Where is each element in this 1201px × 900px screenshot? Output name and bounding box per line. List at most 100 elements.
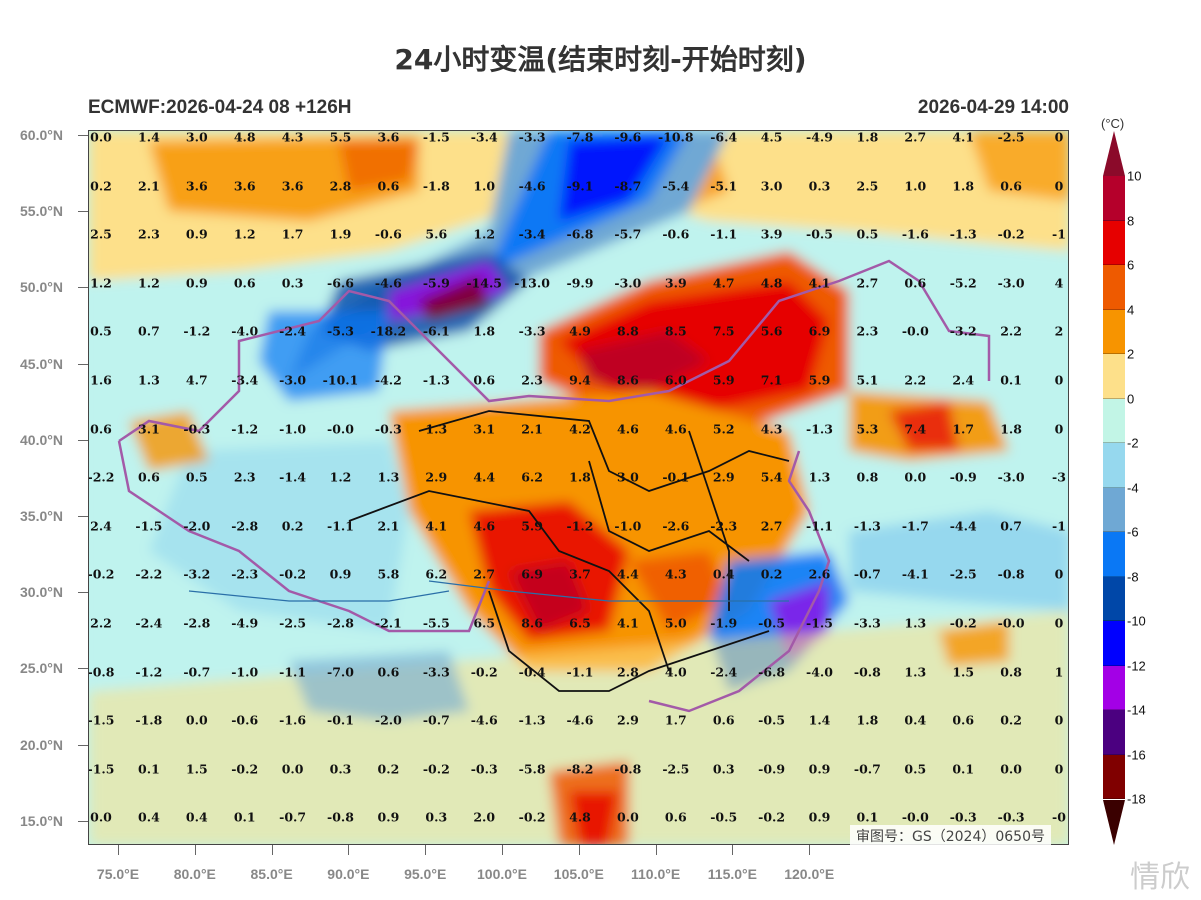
colorbar-label: -4 (1127, 480, 1139, 495)
grid-value: -1.5 (88, 761, 115, 777)
grid-value: -4.2 (374, 372, 402, 388)
latitude-tick-label: 50.0°N (20, 279, 63, 296)
grid-value: 0.0 (1000, 761, 1022, 777)
grid-value: -3.2 (183, 566, 211, 582)
longitude-tick-label: 110.0°E (630, 866, 681, 882)
grid-value: 0.4 (904, 712, 927, 728)
grid-value: 1.8 (473, 323, 496, 339)
grid-value: 1.8 (856, 130, 879, 145)
watermark: 情欣 (1130, 860, 1190, 895)
grid-value: 2.8 (617, 664, 639, 680)
grid-value: 0.0 (90, 809, 112, 825)
colorbar-segment (1103, 176, 1125, 221)
grid-value: 0 (1054, 178, 1064, 194)
longitude-tick-label: 80.0°E (173, 866, 216, 882)
colorbar-top-arrow (1103, 131, 1125, 176)
colorbar-label: 0 (1127, 391, 1135, 406)
colorbar-label: 2 (1127, 346, 1135, 362)
grid-value: -1.4 (279, 469, 307, 485)
colorbar-label: -8 (1127, 569, 1139, 584)
latitude-tick (78, 668, 88, 670)
grid-value: 4.4 (617, 566, 639, 582)
colorbar-label: -10 (1127, 613, 1146, 629)
grid-value: -0.6 (662, 226, 690, 242)
latitude-tick (78, 516, 88, 517)
colorbar-unit: (°C) (1101, 116, 1125, 131)
grid-value: -2.4 (135, 615, 163, 631)
grid-value: 2.1 (377, 518, 400, 534)
grid-value: -0.2 (231, 761, 259, 777)
longitude-tick (732, 845, 734, 855)
latitude-tick-label: 25.0°N (20, 660, 63, 677)
grid-value: 7.4 (904, 421, 927, 437)
grid-value: 4.6 (473, 518, 496, 534)
longitude-tick-label: 115.0°E (707, 866, 757, 882)
longitude-tick (348, 845, 350, 855)
latitude-tick-label: 20.0°N (20, 736, 63, 753)
grid-value: 3.0 (760, 178, 783, 194)
grid-value: -2.6 (662, 518, 690, 534)
grid-value: 0.4 (185, 809, 208, 825)
grid-value: -5.8 (518, 761, 546, 777)
grid-value: 0.9 (808, 809, 831, 825)
grid-value: 2.3 (138, 226, 160, 242)
grid-value: 5.9 (521, 518, 543, 534)
grid-value: -3.2 (949, 323, 977, 339)
grid-value: 1.3 (425, 421, 448, 437)
colorbar-label: -6 (1127, 524, 1139, 540)
grid-value: -0.2 (88, 566, 115, 582)
grid-value: 2.5 (90, 226, 112, 242)
grid-value: 0.1 (138, 761, 160, 777)
latitude-tick (78, 363, 88, 365)
grid-value: 1.8 (856, 712, 879, 728)
grid-value: 0.9 (185, 275, 208, 291)
grid-value: -2.5 (662, 761, 690, 777)
grid-value: 2.9 (425, 469, 448, 485)
longitude-tick (271, 845, 273, 855)
grid-value: -0.2 (470, 664, 498, 680)
latitude-tick (78, 135, 88, 136)
grid-value: -1.3 (518, 712, 546, 728)
grid-value: -5.3 (327, 323, 354, 339)
grid-value: 0.8 (1000, 664, 1022, 680)
longitude-tick (194, 845, 196, 855)
grid-value: 2.7 (856, 275, 879, 291)
grid-value: 0.7 (1000, 518, 1022, 534)
grid-value: 0.0 (90, 130, 112, 145)
grid-value: 7.5 (712, 323, 735, 339)
grid-value: -1.5 (88, 712, 115, 728)
grid-value: -2.0 (183, 518, 211, 534)
grid-value: -2.8 (327, 615, 354, 631)
grid-value: 2.9 (712, 469, 735, 485)
grid-value: -5.2 (949, 275, 977, 291)
grid-value: 0.9 (329, 566, 352, 582)
grid-value: -1.8 (135, 712, 163, 728)
grid-value: -1.3 (422, 372, 450, 388)
grid-value: -1.0 (279, 421, 307, 437)
grid-value: -0.2 (758, 809, 786, 825)
grid-value: 4.0 (664, 664, 687, 680)
grid-value: 3.6 (233, 178, 256, 194)
grid-value: -0.4 (518, 664, 546, 680)
colorbar-segment (1103, 398, 1125, 443)
grid-value: -1 (1052, 226, 1066, 242)
grid-value: 0.2 (377, 761, 400, 777)
grid-value: 2.2 (90, 615, 112, 631)
grid-value: -0.5 (758, 712, 786, 728)
grid-value: -6.1 (422, 323, 450, 339)
grid-value: -1.0 (614, 518, 642, 534)
grid-value: 0.6 (377, 664, 400, 680)
grid-value: -4.9 (806, 130, 833, 145)
grid-value: -3.3 (422, 664, 450, 680)
grid-value: -1.1 (710, 226, 738, 242)
grid-value: 0.8 (856, 469, 879, 485)
grid-value: -5.5 (422, 615, 450, 631)
grid-value: -0.7 (853, 761, 881, 777)
longitude-tick (502, 845, 503, 855)
map-approval-number: 审图号：GS（2024）0650号 (850, 825, 1051, 847)
colorbar-segment (1103, 621, 1125, 666)
grid-value: 5.9 (808, 372, 831, 388)
grid-value: 0.9 (377, 809, 400, 825)
grid-value: -2.3 (710, 518, 738, 534)
temperature-change-map[interactable]: 0.0 1.4 3.0 4.8 4.3 5.5 3.6 -1.5 -3.4 -3.3 -7.8 -9.… (88, 130, 1069, 845)
